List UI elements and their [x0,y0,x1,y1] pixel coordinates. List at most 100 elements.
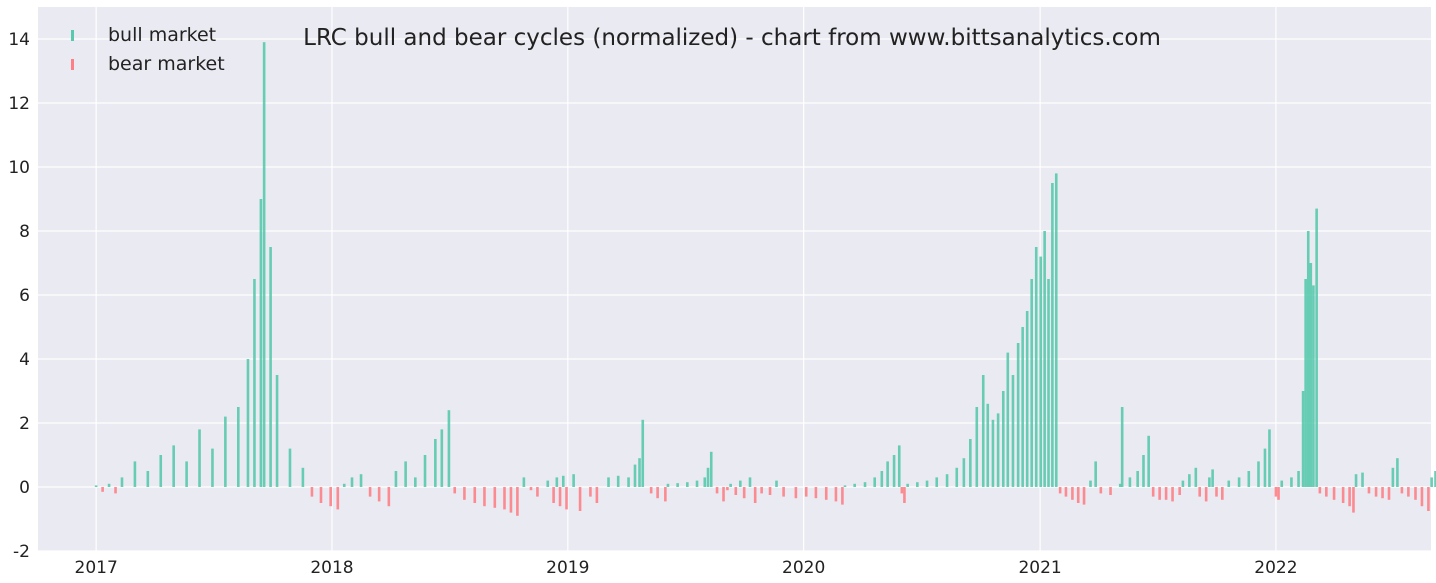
bear-bar [742,487,746,499]
y-tick-label: -2 [13,542,30,562]
bull-bar [627,477,630,487]
bear-bar [1414,487,1417,500]
bull-bar [1194,467,1198,487]
x-tick-label: 2020 [782,558,825,578]
bear-bar [1318,487,1322,494]
legend-swatch-bear [71,59,74,70]
bear-bar [1348,487,1351,507]
bull-bar [522,477,526,487]
bear-bar [1076,487,1080,503]
bear-bar [794,487,798,499]
bear-bar [473,487,477,503]
bear-bar [722,487,725,502]
bear-bar [1400,487,1404,494]
bull-bar [880,471,884,487]
bull-market-series [94,42,1436,487]
bull-bar [906,483,909,487]
bull-bar [1094,461,1097,487]
bear-bar [536,487,539,497]
bear-bar [715,487,719,494]
bear-bar [1198,487,1201,497]
bear-bar [753,487,757,503]
bear-bar [114,487,117,494]
bull-bar [975,407,979,487]
bear-bar [595,487,599,503]
bear-bar [503,487,506,510]
bull-bar [981,375,985,487]
bull-bar [1309,263,1313,487]
bear-bar [1407,487,1410,497]
bear-market-series [101,487,1430,516]
bull-bar [1142,455,1145,487]
bear-bar [804,487,808,497]
bull-bar [962,458,966,487]
bull-bar [1306,231,1310,487]
bear-bar [1221,487,1224,500]
bull-bar [1006,352,1010,487]
bull-bar [423,455,427,487]
bull-bar [1354,474,1358,487]
bull-bar [991,419,995,487]
bull-bar [1136,471,1139,487]
bull-bar [1118,483,1122,487]
bear-bar [463,487,466,500]
bull-bar [897,445,901,487]
bull-bar [1361,472,1364,487]
bull-bar [1039,256,1043,487]
bear-bar [1387,487,1391,500]
bear-bar [509,487,513,513]
bear-bar [578,487,582,511]
bear-bar [1158,487,1161,500]
bear-bar [1341,487,1345,503]
bull-bar [1051,183,1054,487]
bear-bar [336,487,340,510]
legend-swatch-bull [71,30,74,41]
bull-bar [873,477,877,487]
bull-bar [1054,173,1058,487]
bull-bar [703,477,707,487]
bull-bar [1391,467,1395,487]
bull-bar [986,403,990,487]
bull-bar [107,483,111,487]
bull-bar [1430,477,1433,487]
bull-bar [275,375,279,487]
legend-label-bear: bear market [108,53,225,75]
axis-tick-labels: -2 0 2 4 6 8 10 12 14 2017 2018 2019 2020 2021 2022 [8,30,1297,578]
bull-bar [996,413,1000,487]
bull-bar [1301,391,1305,487]
bear-bar [900,487,904,494]
bear-bar [834,487,838,502]
bear-bar [1367,487,1371,494]
bull-bar [447,410,451,487]
bear-bar [516,487,519,516]
bear-bar [1151,487,1155,497]
bear-bar [814,487,818,499]
bull-bar [394,471,398,487]
bull-bar [1030,279,1034,487]
bear-bar [1274,487,1278,497]
bull-bar [638,458,641,487]
bear-bar [483,487,486,507]
legend: bull market bear market [71,24,225,75]
bull-bar [969,439,972,487]
bear-bar [589,487,592,497]
bull-bar [253,279,256,487]
y-tick-label: 14 [8,30,30,50]
bull-bar [561,475,565,487]
bull-bar [185,461,188,487]
bull-bar [695,480,699,487]
bull-bar [1011,375,1015,487]
bull-bar [739,480,742,487]
bull-bar [1128,477,1132,487]
y-tick-label: 10 [8,158,30,178]
legend-label-bull: bull market [108,24,216,46]
x-tick-label: 2019 [546,558,589,578]
bull-bar [198,429,201,487]
bull-bar [916,482,919,487]
bull-bar [748,477,752,487]
bull-bar [1001,391,1005,487]
bull-bar [886,461,889,487]
bear-bar [1164,487,1168,500]
bull-bar [1434,471,1436,487]
